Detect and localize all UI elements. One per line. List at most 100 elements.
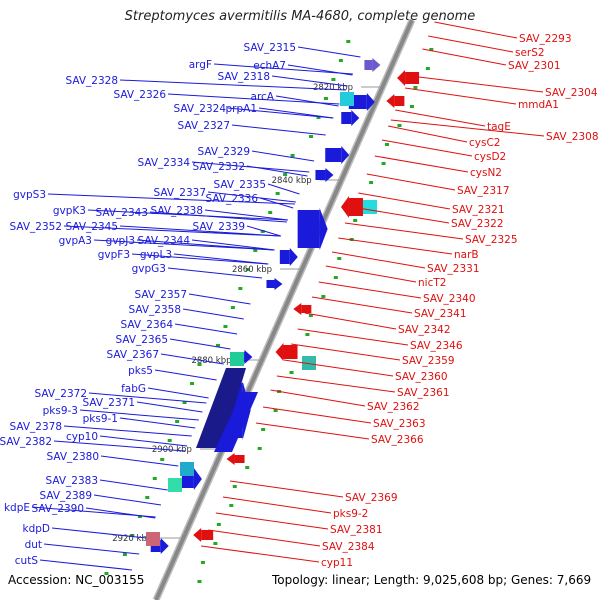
forward-gene (297, 210, 320, 248)
gene-cluster-block (363, 200, 377, 214)
forward-gene-label: gvpG3 (132, 263, 166, 275)
reverse-gene-arrow (193, 528, 202, 542)
gene-marker (137, 515, 142, 518)
forward-leader-line (136, 401, 203, 413)
gene-marker (197, 363, 202, 366)
forward-gene-arrow (244, 350, 253, 364)
reverse-gene-label: narB (454, 249, 479, 261)
gene-marker (232, 485, 237, 488)
forward-leader-line (267, 183, 300, 195)
forward-gene-arrow (366, 93, 375, 111)
gene-cluster-block (230, 352, 244, 366)
reverse-gene-label: nicT2 (418, 277, 446, 289)
forward-gene (341, 112, 352, 124)
forward-leader-line (169, 338, 231, 350)
forward-gene-label: SAV_2358 (128, 304, 181, 316)
forward-gene-label: SAV_2352 (9, 221, 62, 233)
forward-leader-line (204, 209, 288, 221)
forward-gene-arrow (274, 278, 283, 290)
reverse-gene (283, 345, 298, 359)
topology-label: Topology: linear; Length: 9,025,608 bp; … (272, 573, 592, 587)
reverse-gene-label: SAV_2369 (345, 492, 398, 504)
forward-gene-label: dut (25, 539, 42, 551)
reverse-leader-line (283, 359, 394, 377)
forward-gene-label: SAV_2327 (177, 120, 230, 132)
reverse-leader-line (304, 312, 397, 330)
forward-gene-label: SAV_2335 (213, 179, 266, 191)
forward-leader-line (297, 46, 361, 58)
reverse-gene-label: SAV_2331 (427, 263, 480, 275)
reverse-gene-label: pks9-2 (333, 508, 368, 520)
forward-gene-label: SAV_2389 (39, 490, 92, 502)
forward-gene-block (214, 392, 258, 452)
forward-gene-label: arcA (251, 91, 275, 103)
reverse-gene-arrow (293, 303, 302, 315)
reverse-leader-line (358, 192, 451, 210)
gene-marker (333, 276, 338, 279)
forward-leader-line (160, 353, 224, 365)
gene-marker (429, 48, 434, 51)
forward-gene-arrow (160, 538, 169, 554)
forward-leader-line (251, 150, 315, 162)
forward-gene-label: SAV_2318 (217, 71, 270, 83)
gene-marker (369, 181, 374, 184)
gene-marker (167, 439, 172, 442)
forward-leader-line (119, 79, 346, 91)
reverse-gene-label: SAV_2359 (402, 355, 455, 367)
forward-gene-label: SAV_2328 (65, 75, 118, 87)
reverse-gene (201, 530, 214, 540)
gene-marker (346, 40, 351, 43)
gene-cluster-block (168, 478, 182, 492)
reverse-leader-line (351, 206, 450, 224)
gene-marker (260, 230, 265, 233)
forward-gene-label: SAV_2344 (137, 235, 190, 247)
gene-marker (309, 135, 314, 138)
reverse-gene-label: mmdA1 (518, 99, 559, 111)
forward-leader-line (47, 193, 295, 205)
forward-gene (315, 170, 326, 180)
gene-marker (425, 67, 430, 70)
forward-gene-label: SAV_2382 (0, 436, 52, 448)
reverse-leader-line (201, 545, 320, 563)
gene-marker (409, 105, 414, 108)
forward-gene-label: pks9-3 (43, 405, 78, 417)
forward-gene-label: gvpS3 (13, 189, 46, 201)
forward-gene-label: cyp10 (66, 431, 98, 443)
reverse-leader-line (325, 265, 417, 283)
gene-marker (308, 314, 313, 317)
reverse-gene-label: SAV_2321 (452, 204, 505, 216)
gene-marker (323, 97, 328, 100)
gene-marker (257, 447, 262, 450)
gene-marker (253, 249, 258, 252)
forward-leader-line (182, 308, 244, 320)
reverse-gene (405, 72, 420, 84)
reverse-leader-line (311, 296, 413, 314)
gene-marker (337, 257, 342, 260)
forward-leader-line (213, 63, 353, 75)
reverse-gene-arrow (275, 343, 284, 361)
gene-marker (122, 553, 127, 556)
reverse-leader-line (374, 155, 469, 173)
reverse-gene-label: cysC2 (469, 137, 500, 149)
gene-cluster-block (340, 92, 354, 106)
gene-cluster-block (302, 356, 316, 370)
forward-gene-label: SAV_2315 (243, 42, 296, 54)
reverse-gene (234, 455, 245, 463)
forward-gene-label: kdpD (23, 523, 51, 535)
forward-leader-line (136, 239, 275, 251)
forward-gene-label: SAV_2334 (137, 157, 190, 169)
forward-gene-label: argF (189, 59, 212, 71)
gene-marker (145, 496, 150, 499)
reverse-leader-line (434, 21, 518, 39)
forward-gene-label: SAV_2371 (82, 397, 135, 409)
forward-gene-label: SAV_2332 (192, 161, 245, 173)
forward-gene-arrow (341, 146, 350, 164)
forward-leader-line (174, 323, 238, 335)
forward-gene-label: SAV_2364 (120, 319, 173, 331)
gene-marker (385, 143, 390, 146)
forward-gene-label: SAV_2383 (45, 475, 98, 487)
forward-leader-line (99, 479, 168, 491)
reverse-leader-line (428, 35, 514, 53)
reverse-leader-line (255, 422, 370, 440)
